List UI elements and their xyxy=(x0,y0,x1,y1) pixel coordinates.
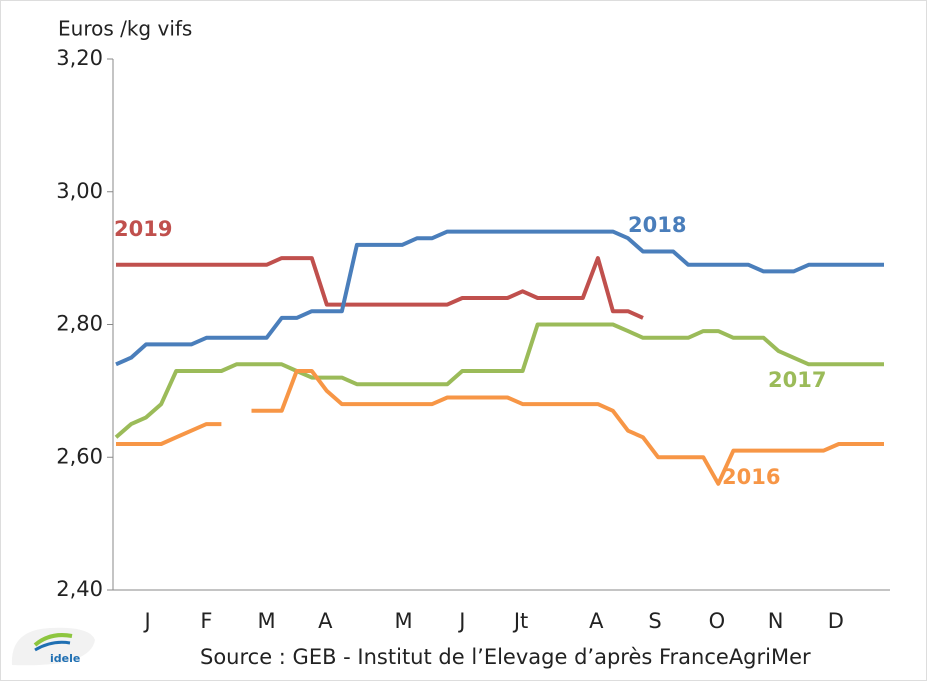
logo: idele xyxy=(11,627,95,666)
x-tick-label: D xyxy=(828,609,844,633)
logo-text: idele xyxy=(50,652,80,665)
x-tick-label: O xyxy=(709,609,726,633)
series-line xyxy=(116,369,884,486)
y-tick-label: 2,40 xyxy=(56,577,103,601)
series-line xyxy=(114,322,884,439)
x-tick-label: F xyxy=(200,609,212,633)
x-tick-label: N xyxy=(768,609,784,633)
logo-swoosh xyxy=(33,633,73,647)
x-tick-label: J xyxy=(457,609,465,633)
x-tick-label: M xyxy=(258,609,276,633)
series-label: 2019 xyxy=(114,217,172,241)
x-tick-label: M xyxy=(395,609,413,633)
x-tick-label: Jt xyxy=(512,609,528,633)
logo-swoosh xyxy=(34,640,71,652)
x-tick-label: J xyxy=(143,609,151,633)
series-label: 2016 xyxy=(722,465,780,489)
y-tick-label: 3,20 xyxy=(56,46,103,70)
y-axis-label: Euros /kg vifs xyxy=(58,17,192,41)
x-tick-label: A xyxy=(318,609,333,633)
series-line xyxy=(115,229,884,367)
logo-shape xyxy=(11,627,95,666)
y-tick-label: 3,00 xyxy=(56,179,103,203)
x-tick-label: S xyxy=(648,609,661,633)
series-line xyxy=(116,256,644,320)
series-label: 2018 xyxy=(628,213,686,237)
y-tick-label: 2,80 xyxy=(56,312,103,336)
x-tick-label: A xyxy=(589,609,604,633)
series-label: 2017 xyxy=(768,368,826,392)
y-tick-label: 2,60 xyxy=(56,444,103,468)
source: Source : GEB - Institut de l’Elevage d’a… xyxy=(200,645,811,669)
